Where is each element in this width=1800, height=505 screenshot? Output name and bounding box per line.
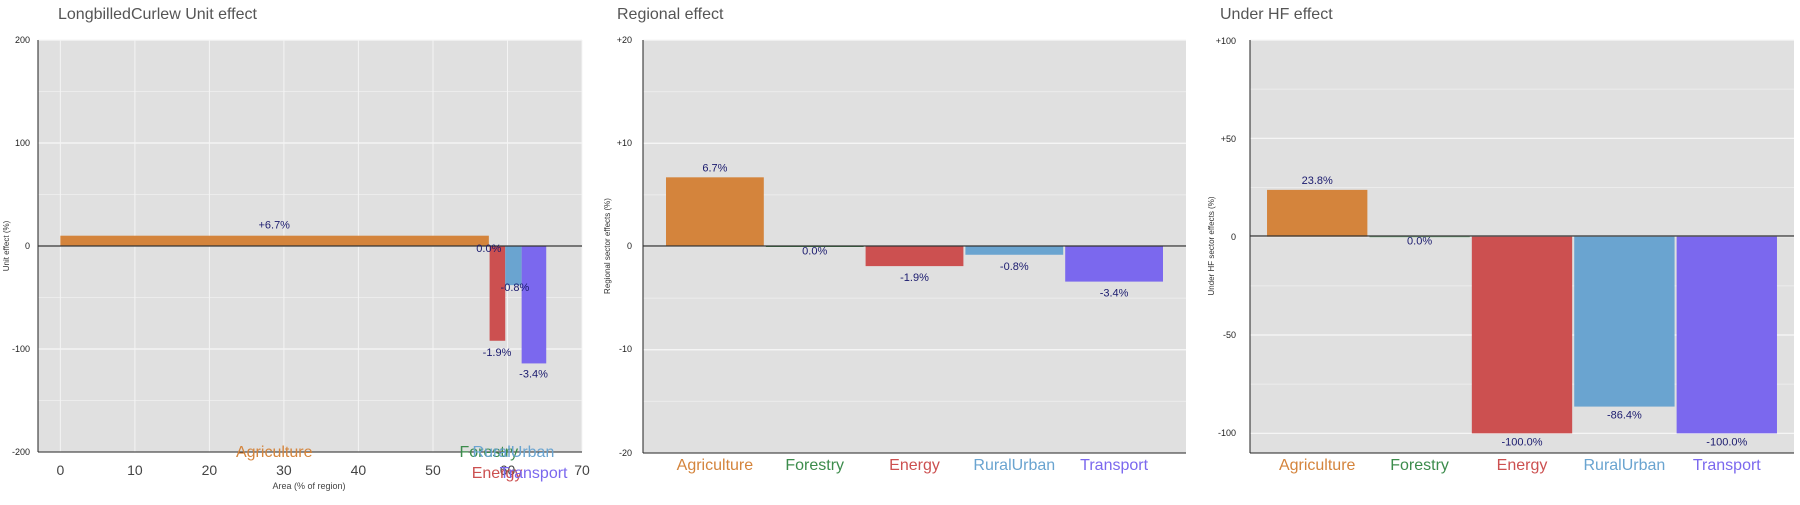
panel1-ytick: 0 <box>25 241 30 251</box>
data-label-ruralurban: -86.4% <box>1607 410 1642 422</box>
sector-label-transport: Transport <box>500 465 568 482</box>
bar-forestry <box>1369 236 1470 238</box>
panel1-x-tick-labels: 0 10 20 30 40 50 60 70 <box>56 462 590 478</box>
panel1-y-axis-label: Unit effect (%) <box>2 220 11 271</box>
panel3-ytick: -100 <box>1218 428 1236 438</box>
bar-agriculture <box>665 177 764 247</box>
panel1-xtick: 40 <box>351 462 367 478</box>
panel1-title: LongbilledCurlew Unit effect <box>58 6 257 23</box>
panel3-y-axis-label: Under HF sector effects (%) <box>1207 196 1216 295</box>
bar-forestry <box>765 246 864 247</box>
panel1-ytick: -100 <box>12 344 30 354</box>
panel2-y-axis-label: Regional sector effects (%) <box>603 198 612 294</box>
panel3-bars <box>1267 189 1777 434</box>
panel3-sector-labels: Agriculture Forestry Energy RuralUrban Trans… <box>1279 457 1761 474</box>
bar-agriculture <box>60 235 489 246</box>
panel1-xtick: 0 <box>56 462 64 478</box>
data-label-forestry: 0.0% <box>476 243 501 255</box>
panel1-x-axis-label: Area (% of region) <box>272 481 345 491</box>
panel1-xtick: 50 <box>425 462 441 478</box>
panel2-ytick: -10 <box>619 344 632 354</box>
data-label-ruralurban: -0.8% <box>1000 261 1029 273</box>
data-label-energy: -1.9% <box>483 347 512 359</box>
panel1-data-labels: +6.7% 0.0% -1.9% -0.8% -3.4% <box>258 220 548 381</box>
panel3-ytick: +100 <box>1216 36 1236 46</box>
sector-label-forestry: Forestry <box>785 457 844 474</box>
panel2-data-labels: 6.7% 0.0% -1.9% -0.8% -3.4% <box>702 162 1128 299</box>
bar-transport <box>1065 246 1164 282</box>
data-label-agriculture: 6.7% <box>702 162 727 174</box>
sector-label-agriculture: Agriculture <box>236 444 313 461</box>
panel2-title: Regional effect <box>617 6 724 23</box>
panel1-xtick: 20 <box>202 462 218 478</box>
data-label-agriculture: 23.8% <box>1302 175 1333 187</box>
panel1-ytick: 100 <box>15 138 30 148</box>
bar-energy <box>1471 236 1573 434</box>
panel1-xtick: 30 <box>276 462 292 478</box>
bar-ruralurban <box>965 246 1064 255</box>
panel-under-hf-effect: Under HF effect +100 +50 0 -50 -100 Unde… <box>1207 6 1794 474</box>
data-label-energy: -1.9% <box>900 272 929 284</box>
sector-label-agriculture: Agriculture <box>1279 457 1356 474</box>
panel2-ytick: 0 <box>627 241 632 251</box>
sector-label-energy: Energy <box>472 465 523 482</box>
sector-label-ruralurban: RuralUrban <box>973 457 1055 474</box>
sector-label-forestry: Forestry <box>460 444 519 461</box>
sector-label-agriculture: Agriculture <box>677 457 754 474</box>
bar-transport <box>1676 236 1777 434</box>
panel3-data-labels: 23.8% 0.0% -100.0% -86.4% -100.0% <box>1302 175 1748 448</box>
bar-ruralurban <box>505 246 522 286</box>
sector-label-transport: Transport <box>1080 457 1148 474</box>
data-label-transport: -100.0% <box>1706 436 1747 448</box>
panel2-bars <box>665 177 1164 282</box>
data-label-ruralurban: -0.8% <box>501 282 530 294</box>
bar-energy <box>489 246 506 341</box>
panel2-ytick: -20 <box>619 448 632 458</box>
panel2-ytick: +10 <box>617 138 632 148</box>
panel1-ytick: 200 <box>15 35 30 45</box>
panel3-ytick: -50 <box>1223 330 1236 340</box>
panel1-bars <box>60 235 547 364</box>
data-label-forestry: 0.0% <box>802 246 827 258</box>
panel-unit-effect: LongbilledCurlew Unit effect 200 100 0 -… <box>2 6 590 491</box>
panel1-xtick: 60 <box>500 462 516 478</box>
panel2-ytick: +20 <box>617 35 632 45</box>
panel2-sector-labels: Agriculture Forestry Energy RuralUrban Trans… <box>677 457 1149 474</box>
panel1-xtick: 70 <box>574 462 590 478</box>
panel-regional-effect: Regional effect +20 +10 0 -10 -20 Region… <box>603 6 1186 474</box>
sector-label-forestry: Forestry <box>1390 457 1449 474</box>
panel3-ytick: 0 <box>1231 232 1236 242</box>
sector-label-energy: Energy <box>1497 457 1548 474</box>
data-label-agriculture: +6.7% <box>258 220 290 232</box>
data-label-transport: -3.4% <box>519 368 548 380</box>
bar-energy <box>865 246 964 267</box>
bar-ruralurban <box>1574 236 1675 407</box>
bar-agriculture <box>1267 189 1368 237</box>
sector-label-ruralurban: RuralUrban <box>473 444 555 461</box>
data-label-transport: -3.4% <box>1100 288 1129 300</box>
bar-transport <box>521 246 547 364</box>
panel1-ytick: -200 <box>12 447 30 457</box>
sector-label-energy: Energy <box>889 457 940 474</box>
sector-label-transport: Transport <box>1693 457 1761 474</box>
sector-label-ruralurban: RuralUrban <box>1583 457 1665 474</box>
panel3-ytick: +50 <box>1221 134 1236 144</box>
data-label-forestry: 0.0% <box>1407 236 1432 248</box>
panel3-title: Under HF effect <box>1220 6 1333 23</box>
panel1-xtick: 10 <box>127 462 143 478</box>
data-label-energy: -100.0% <box>1502 436 1543 448</box>
